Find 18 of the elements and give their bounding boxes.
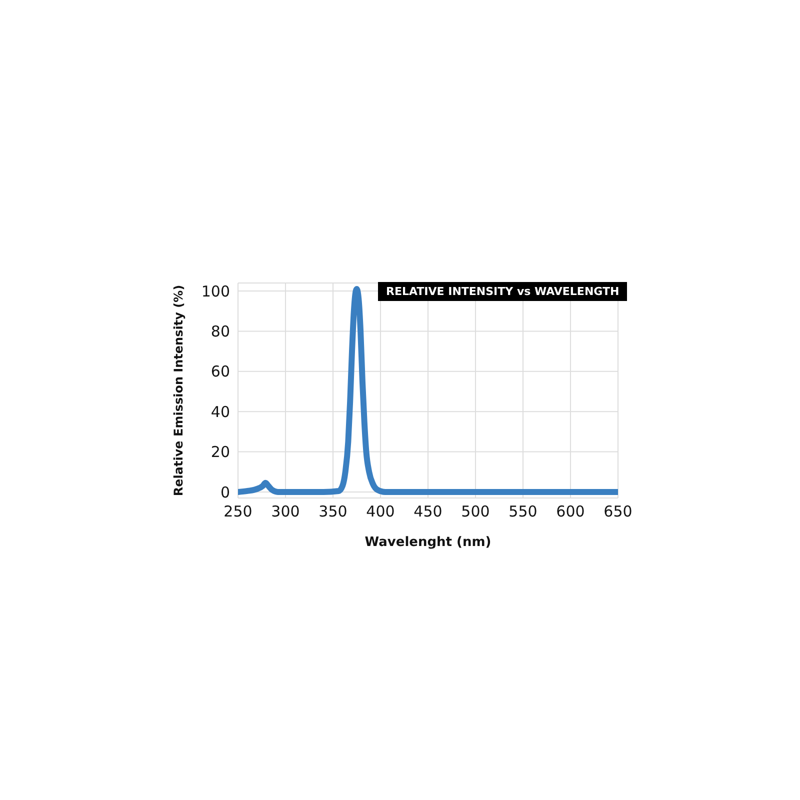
x-tick-label: 400	[366, 502, 395, 521]
y-axis-title: Relative Emission Intensity (%)	[171, 284, 186, 496]
y-tick-label: 0	[220, 483, 230, 502]
y-tick-label: 60	[210, 362, 230, 381]
x-tick-label: 550	[508, 502, 538, 521]
chart-title: RELATIVE INTENSITY vs WAVELENGTH	[378, 282, 628, 301]
x-tick-label: 350	[318, 502, 348, 521]
x-tick-label: 600	[556, 502, 585, 521]
y-tick-label: 100	[201, 282, 230, 300]
x-tick-label: 650	[604, 502, 632, 521]
y-tick-label: 40	[210, 402, 230, 421]
y-tick-label: 20	[210, 443, 230, 462]
x-tick-label: 250	[224, 502, 252, 521]
x-tick-label: 450	[414, 502, 442, 521]
x-tick-label: 500	[461, 502, 490, 521]
y-tick-label: 80	[210, 322, 230, 341]
x-axis-title: Wavelenght (nm)	[364, 535, 492, 550]
x-tick-label: 300	[271, 502, 300, 521]
